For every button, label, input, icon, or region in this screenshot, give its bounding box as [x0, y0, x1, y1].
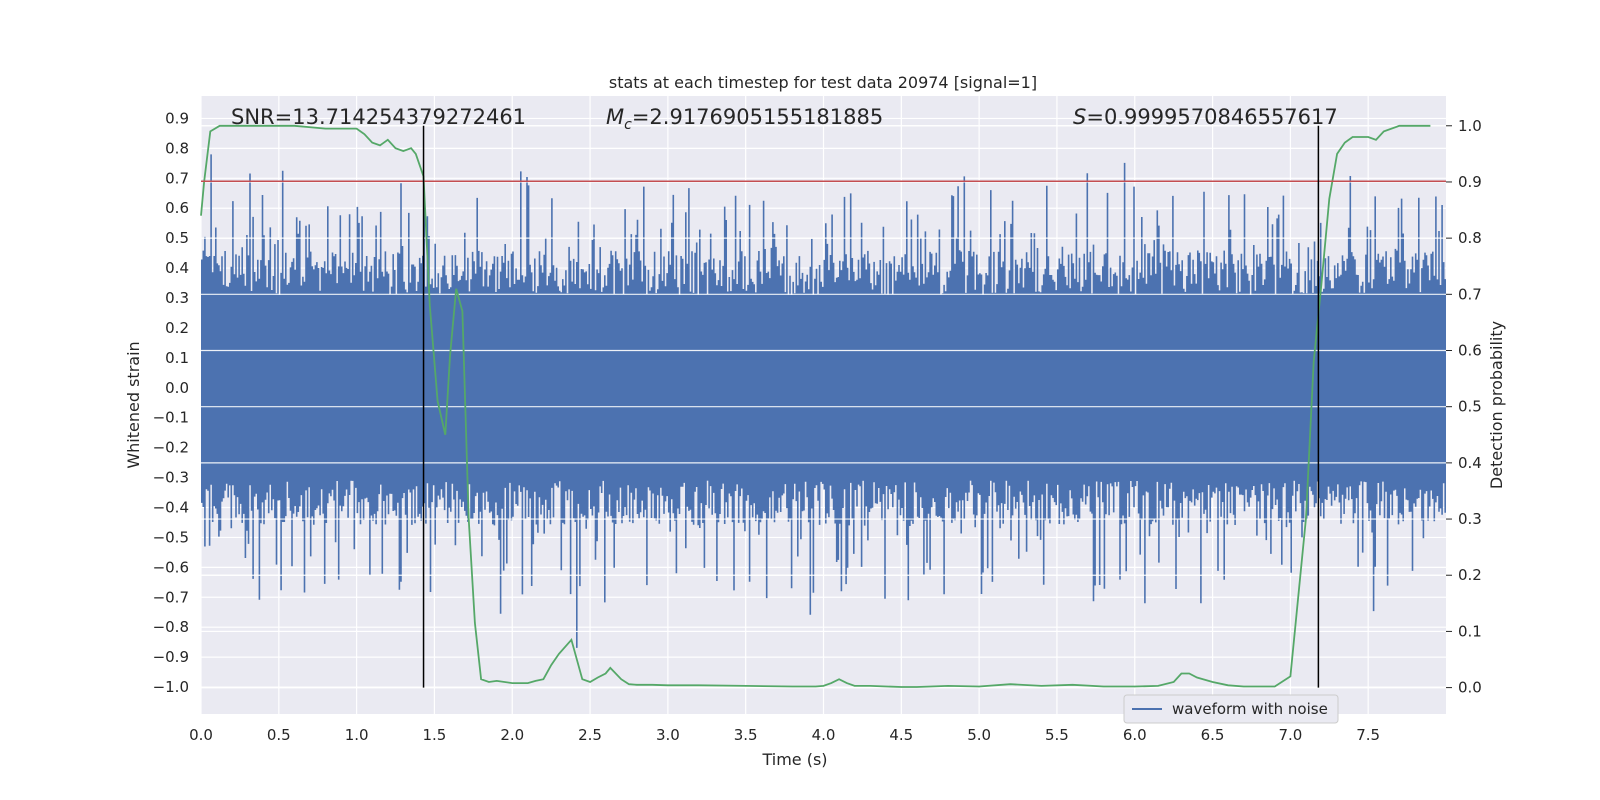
x-tick-label: 7.0 — [1278, 726, 1302, 744]
x-tick-label: 2.5 — [578, 726, 602, 744]
legend: waveform with noise — [1123, 694, 1339, 724]
y2-tick-label: 0.4 — [1458, 454, 1482, 472]
x-tick-label: 5.0 — [967, 726, 991, 744]
y-tick-label: 0.3 — [165, 289, 189, 307]
chirp-mass-subscript: c — [624, 117, 632, 133]
x-tick-label: 0.5 — [267, 726, 291, 744]
y-tick-label: −0.5 — [153, 528, 189, 546]
y-tick-label: 0.4 — [165, 259, 189, 277]
y2-axis-label: Detection probability — [1487, 321, 1506, 489]
y-tick-label: 0.6 — [165, 199, 189, 217]
x-tick-label: 3.0 — [656, 726, 680, 744]
y-tick-label: 0.5 — [165, 229, 189, 247]
probability-line — [200, 124, 1431, 688]
x-tick-label: 2.0 — [500, 726, 524, 744]
y-tick-label: 0.9 — [165, 109, 189, 127]
y2-tick-label: 0.3 — [1458, 510, 1482, 528]
x-tick-label: 4.5 — [889, 726, 913, 744]
y-tick-label: −0.6 — [153, 558, 189, 576]
legend-box — [1123, 694, 1339, 724]
y-tick-label: −0.4 — [153, 499, 189, 517]
chart-title: stats at each timestep for test data 209… — [609, 73, 1037, 92]
x-tick-label: 6.5 — [1201, 726, 1225, 744]
chirp-mass-annotation: Mc=2.9176905155181885 — [606, 105, 883, 133]
y2-tick-label: 0.0 — [1458, 679, 1482, 697]
x-tick-label: 6.0 — [1123, 726, 1147, 744]
x-tick-label: 1.5 — [423, 726, 447, 744]
y2-tick-label: 0.5 — [1458, 398, 1482, 416]
y-tick-label: 0.0 — [165, 379, 189, 397]
y-tick-label: 0.1 — [165, 349, 189, 367]
score-annotation: S=0.9999570846557617 — [1073, 105, 1338, 129]
marker-layer — [201, 125, 1446, 688]
y2-tick-label: 0.9 — [1458, 173, 1482, 191]
y-tick-label: −0.9 — [153, 648, 189, 666]
chirp-mass-value: =2.9176905155181885 — [632, 105, 883, 129]
x-tick-label: 0.0 — [189, 726, 213, 744]
x-tick-label: 5.5 — [1045, 726, 1069, 744]
x-tick-label: 7.5 — [1356, 726, 1380, 744]
y-tick-label: −0.8 — [153, 618, 189, 636]
chirp-mass-symbol: M — [606, 105, 624, 129]
waveform-series — [201, 154, 1446, 648]
snr-annotation: SNR=13.714254379272461 — [231, 105, 526, 129]
x-tick-label: 3.5 — [734, 726, 758, 744]
y-tick-label: −0.3 — [153, 469, 189, 487]
y-tick-label: −1.0 — [153, 678, 189, 696]
y-tick-label: 0.2 — [165, 319, 189, 337]
y2-tick-label: 0.7 — [1458, 285, 1482, 303]
tick-labels: 0.0 0.5 1.0 1.5 2.0 2.5 3.0 3.5 4.0 4.5 5.0 5.5 6.0 6… — [153, 109, 1482, 744]
y-tick-label: 0.8 — [165, 139, 189, 157]
x-tick-label: 1.0 — [345, 726, 369, 744]
y2-tick-label: 0.1 — [1458, 622, 1482, 640]
probability-layer — [200, 124, 1431, 688]
y2-tick-label: 1.0 — [1458, 117, 1482, 135]
x-axis-label: Time (s) — [761, 750, 827, 769]
y-tick-label: −0.1 — [153, 409, 189, 427]
y2-tick-label: 0.6 — [1458, 342, 1482, 360]
score-symbol: S — [1073, 105, 1086, 129]
y-tick-label: −0.2 — [153, 439, 189, 457]
y-axis-label: Whitened strain — [124, 341, 143, 468]
y2-tick-label: 0.8 — [1458, 229, 1482, 247]
score-value: =0.9999570846557617 — [1086, 105, 1337, 129]
y-tick-label: −0.7 — [153, 588, 189, 606]
legend-label: waveform with noise — [1172, 700, 1328, 718]
y2-tick-label: 0.2 — [1458, 566, 1482, 584]
y-tick-label: 0.7 — [165, 169, 189, 187]
x-tick-label: 4.0 — [812, 726, 836, 744]
